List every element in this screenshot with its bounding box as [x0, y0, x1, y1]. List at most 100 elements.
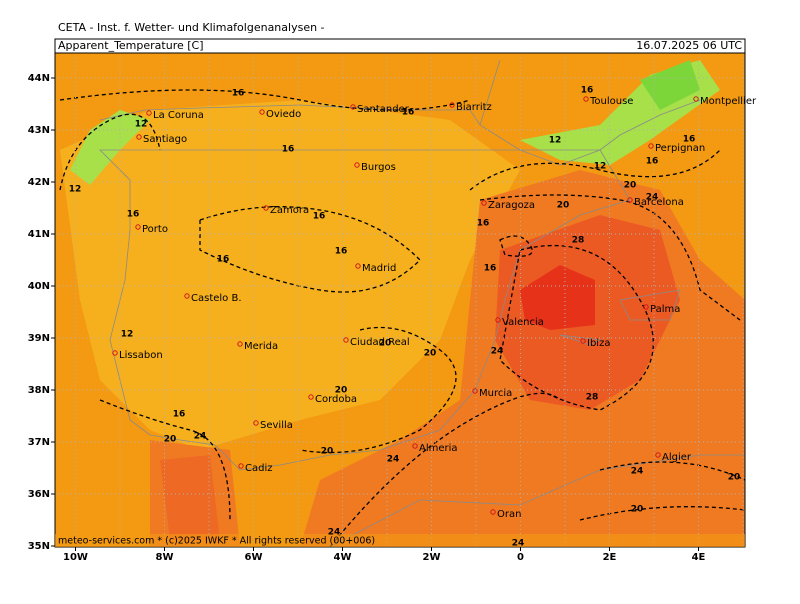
lat-label: 41N [28, 229, 50, 240]
city-marker [583, 96, 589, 102]
city-marker [643, 304, 649, 310]
city-label: Murcia [479, 388, 512, 399]
lat-label: 43N [28, 125, 50, 136]
contour-label: 20 [335, 386, 348, 396]
contour-label: 28 [572, 236, 585, 246]
contour-label: 16 [402, 108, 415, 118]
city-marker [146, 110, 152, 116]
contour-label: 28 [586, 393, 599, 403]
valid-time: 16.07.2025 06 UTC [636, 39, 742, 52]
lon-label: 0 [517, 552, 524, 563]
footer: meteo-services.com * (c)2025 IWKF * All … [58, 536, 375, 547]
contour-label: 16 [335, 247, 348, 257]
city-marker [693, 96, 699, 102]
city-label: Oviedo [266, 109, 301, 120]
contour-label: 16 [646, 157, 659, 167]
city-label: Santiago [143, 134, 187, 145]
contour-label: 20 [424, 349, 437, 359]
city-label: Lissabon [119, 350, 163, 361]
contour-label: 24 [194, 432, 207, 442]
city-label: Castelo B. [191, 293, 242, 304]
city-marker [350, 104, 356, 110]
contour-label: 16 [683, 135, 696, 145]
city-label: Porto [142, 224, 168, 235]
contour-label: 24 [491, 347, 504, 357]
city-marker [412, 443, 418, 449]
city-marker [259, 109, 265, 115]
lon-label: 10W [63, 552, 88, 563]
contour-label: 20 [164, 435, 177, 445]
lat-label: 38N [28, 385, 50, 396]
city-label: Santander [357, 104, 410, 115]
lat-label: 37N [28, 437, 50, 448]
city-label: La Coruna [153, 110, 204, 121]
city-marker [237, 341, 243, 347]
city-label: Cordoba [315, 394, 357, 405]
city-marker [263, 205, 269, 211]
footer-bar [55, 534, 745, 547]
lat-label: 42N [28, 177, 50, 188]
contour-label: 16 [282, 145, 295, 155]
contour-label: 20 [728, 473, 741, 483]
city-marker [184, 293, 190, 299]
contour-label: 24 [387, 455, 400, 465]
contour-label: 16 [477, 219, 490, 229]
contour-label: 20 [557, 201, 570, 211]
city-marker [495, 317, 501, 323]
city-label: Sevilla [260, 420, 293, 431]
contour-label: 12 [549, 136, 562, 146]
city-marker [238, 463, 244, 469]
lon-label: 6W [245, 552, 263, 563]
contour-label: 24 [631, 467, 644, 477]
city-label: Burgos [361, 162, 396, 173]
lon-label: 2E [603, 552, 617, 563]
city-marker [112, 350, 118, 356]
city-label: Oran [497, 509, 521, 520]
contour-label: 12 [135, 120, 148, 130]
contour-label: 16 [232, 89, 245, 99]
field [55, 53, 745, 547]
lat-label: 35N [28, 541, 50, 552]
contour-label: 20 [631, 505, 644, 515]
city-label: Perpignan [655, 143, 705, 154]
city-marker [343, 337, 349, 343]
city-label: Algier [662, 452, 692, 463]
institute: CETA - Inst. f. Wetter- und Klimafolgena… [58, 21, 325, 34]
city-marker [354, 162, 360, 168]
city-label: Barcelona [634, 197, 684, 208]
contour-label: 20 [624, 181, 637, 191]
city-label: Zaragoza [488, 200, 535, 211]
city-label: Almeria [419, 443, 458, 454]
city-marker [580, 338, 586, 344]
contour-label: 16 [217, 255, 230, 265]
contour-label: 12 [69, 185, 82, 195]
contour-label: 12 [594, 162, 607, 172]
contour-label: 16 [484, 264, 497, 274]
city-label: Valencia [502, 317, 544, 328]
contour-label: 12 [121, 330, 134, 340]
lat-label: 44N [28, 73, 50, 84]
contour-label: 16 [173, 410, 186, 420]
city-label: Cadiz [245, 463, 273, 474]
lat-label: 39N [28, 333, 50, 344]
city-label: Merida [244, 341, 278, 352]
contour-label: 16 [313, 212, 326, 222]
city-label: Montpellier [700, 96, 757, 107]
city-label: Ibiza [587, 338, 610, 349]
city-marker [490, 509, 496, 515]
contour-label: 24 [328, 528, 341, 538]
city-label: Palma [650, 304, 680, 315]
contour-label: 16 [581, 86, 594, 96]
city-label: Zamora [270, 205, 309, 216]
city-label: Madrid [362, 263, 396, 274]
lat-label: 40N [28, 281, 50, 292]
contour-label: 24 [512, 539, 525, 549]
field-name: Apparent_Temperature [C] [58, 39, 204, 52]
city-marker [136, 134, 142, 140]
city-marker [648, 143, 654, 149]
city-label: Biarritz [456, 102, 492, 113]
lon-label: 2W [423, 552, 441, 563]
city-marker [355, 263, 361, 269]
city-marker [472, 388, 478, 394]
